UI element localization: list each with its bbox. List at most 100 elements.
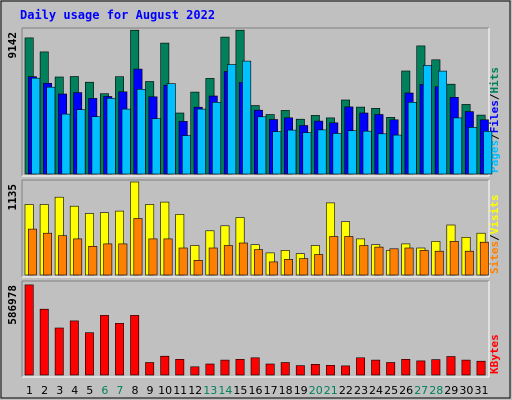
x-tick-label: 7 — [116, 384, 123, 397]
x-tick-label: 20 — [309, 384, 323, 397]
x-tick-label: 25 — [384, 384, 398, 397]
y-max-label: 9142 — [6, 32, 19, 59]
x-tick-label: 4 — [71, 384, 78, 397]
x-tick-label: 13 — [203, 384, 217, 397]
x-tick-label: 17 — [264, 384, 278, 397]
bar-sites-day-25 — [389, 248, 399, 276]
bar-kbytes-day-5 — [85, 332, 94, 376]
bar-kbytes-day-6 — [100, 315, 109, 376]
legend-entry: / — [488, 133, 501, 140]
bar-kbytes-day-8 — [130, 315, 140, 376]
legend-entry: Sites — [488, 241, 501, 274]
bar-pages-day-16 — [257, 116, 267, 175]
bar-kbytes-day-29 — [446, 356, 456, 376]
bar-kbytes-day-17 — [265, 363, 275, 376]
bar-kbytes-day-15 — [235, 358, 245, 376]
bar-kbytes-day-22 — [341, 365, 350, 376]
bar-sites-day-5 — [88, 246, 98, 276]
bar-pages-day-17 — [272, 131, 282, 175]
bar-kbytes-day-12 — [190, 366, 200, 376]
bar-sites-day-26 — [404, 247, 414, 276]
bar-kbytes-day-28 — [431, 359, 441, 376]
bar-sites-day-11 — [178, 247, 188, 276]
x-tick-label: 19 — [294, 384, 308, 397]
bar-sites-day-15 — [238, 242, 248, 276]
bar-sites-day-9 — [148, 238, 158, 276]
x-tick-label: 15 — [233, 384, 247, 397]
bar-kbytes-day-4 — [69, 320, 79, 376]
bar-kbytes-day-2 — [39, 308, 49, 376]
x-tick-label: 21 — [324, 384, 338, 397]
bar-pages-day-18 — [287, 129, 297, 175]
bar-pages-day-13 — [212, 102, 221, 175]
bar-pages-day-9 — [151, 118, 161, 175]
bar-pages-day-26 — [407, 102, 417, 175]
legend-entry: / — [488, 93, 501, 100]
bar-pages-day-10 — [166, 83, 176, 175]
bar-pages-day-6 — [106, 98, 116, 175]
panel-legend: KBytes — [488, 334, 501, 374]
bar-sites-day-28 — [434, 250, 444, 276]
bar-sites-day-2 — [43, 232, 53, 276]
bar-sites-day-10 — [163, 238, 173, 276]
bar-sites-day-18 — [284, 259, 293, 276]
bar-pages-day-23 — [362, 130, 372, 175]
legend-entry: Files — [488, 100, 501, 133]
bar-sites-day-7 — [118, 243, 128, 276]
bar-kbytes-day-7 — [115, 322, 125, 376]
x-tick-label: 18 — [279, 384, 293, 397]
bar-pages-day-3 — [61, 113, 71, 175]
bar-sites-day-1 — [27, 228, 37, 276]
x-tick-label: 5 — [86, 384, 93, 397]
bar-pages-day-24 — [377, 133, 387, 175]
legend-entry: KBytes — [488, 334, 501, 374]
x-axis-labels: 1 2 3 4 5 6 7 8 9 10 11 12 13 14 15 16 17 18 19 20 21 22 23 24 2… — [26, 384, 489, 397]
bar-kbytes-day-10 — [160, 355, 170, 376]
x-tick-label: 27 — [414, 384, 428, 397]
bar-pages-day-27 — [422, 65, 432, 175]
bar-sites-day-24 — [374, 246, 384, 276]
bar-sites-day-19 — [299, 258, 309, 276]
panels-group: 9142Pages/Files/Hits1135Sites/Visits5869… — [6, 27, 501, 378]
bar-sites-day-13 — [208, 247, 218, 276]
bar-kbytes-day-14 — [220, 359, 230, 376]
x-tick-label: 28 — [429, 384, 443, 397]
bar-pages-day-25 — [392, 134, 402, 175]
bar-pages-day-4 — [76, 109, 86, 175]
bar-sites-day-12 — [193, 259, 203, 276]
bar-kbytes-day-31 — [476, 360, 486, 376]
bar-sites-day-30 — [464, 250, 474, 276]
bar-kbytes-day-16 — [250, 357, 260, 376]
y-max-label: 1135 — [6, 184, 19, 211]
bar-sites-day-20 — [314, 254, 324, 276]
bar-kbytes-day-20 — [310, 363, 320, 376]
x-tick-label: 12 — [188, 384, 202, 397]
y-max-label: 586978 — [6, 285, 19, 325]
bar-sites-day-17 — [268, 261, 278, 276]
x-tick-label: 26 — [399, 384, 413, 397]
x-tick-label: 10 — [158, 384, 172, 397]
bar-kbytes-day-11 — [175, 358, 185, 376]
x-tick-label: 24 — [369, 384, 383, 397]
bar-pages-day-21 — [332, 133, 342, 175]
bar-pages-day-22 — [347, 130, 357, 175]
x-tick-label: 22 — [339, 384, 353, 397]
x-tick-label: 6 — [101, 384, 108, 397]
bar-pages-day-7 — [121, 108, 131, 175]
x-tick-label: 16 — [249, 384, 263, 397]
bar-kbytes-day-24 — [371, 359, 381, 376]
bar-pages-day-31 — [483, 131, 493, 175]
bar-sites-day-21 — [329, 236, 339, 276]
x-tick-label: 30 — [459, 384, 473, 397]
bar-kbytes-day-26 — [401, 358, 411, 376]
bar-pages-day-15 — [242, 60, 252, 175]
bar-pages-day-8 — [136, 89, 146, 175]
x-tick-label: 3 — [56, 384, 63, 397]
bar-pages-day-12 — [197, 108, 206, 175]
bar-sites-day-31 — [479, 241, 489, 276]
x-tick-label: 1 — [26, 384, 33, 397]
legend-entry: Hits — [488, 67, 501, 94]
bar-sites-day-3 — [58, 235, 68, 276]
